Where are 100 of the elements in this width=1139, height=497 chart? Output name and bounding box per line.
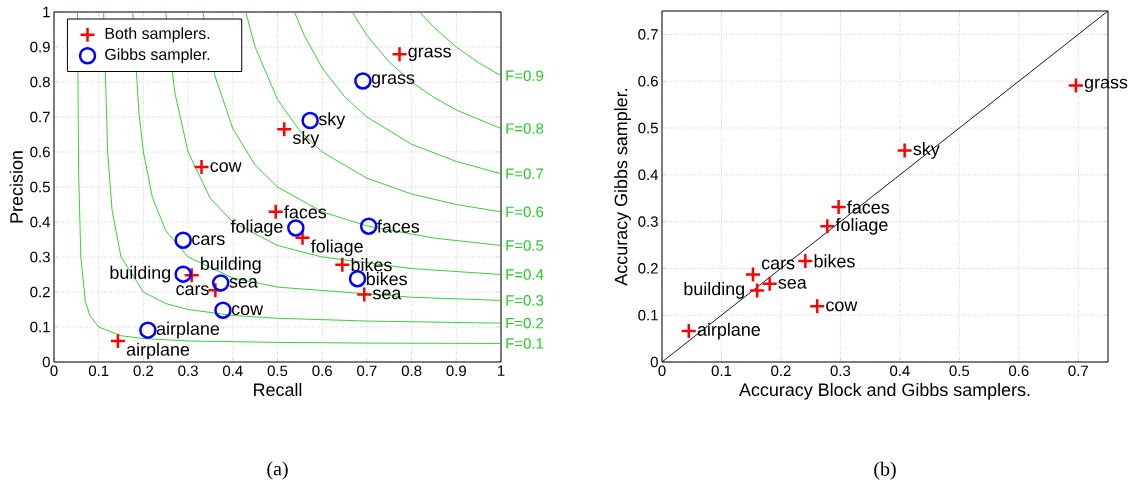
point xyxy=(1067,77,1085,94)
y-tick-label: 0.3 xyxy=(30,251,50,263)
annotation: sea xyxy=(229,277,258,288)
x-tick-label: 0.9 xyxy=(446,365,466,377)
point xyxy=(287,219,305,237)
annotation: foliage xyxy=(310,239,363,257)
annotation: sky xyxy=(292,130,320,148)
point xyxy=(355,286,373,303)
point xyxy=(109,332,127,350)
annotation: faces xyxy=(377,219,420,233)
point xyxy=(211,274,230,292)
annotation: sea xyxy=(372,289,402,300)
annotation: building xyxy=(201,256,261,274)
legend-label: Gibbs sampler. xyxy=(105,48,210,64)
series-label: F=0.3 xyxy=(506,295,544,306)
series-label: F=0.1 xyxy=(506,338,544,349)
y-tick-label: 0.2 xyxy=(30,286,50,298)
annotation: airplane xyxy=(126,342,190,360)
y-tick-label: 1 xyxy=(43,6,50,18)
point xyxy=(334,256,351,273)
annotation: cars xyxy=(176,285,209,296)
point xyxy=(819,218,836,235)
point xyxy=(748,282,766,299)
annotation: bikes xyxy=(366,272,407,286)
annotation: cow xyxy=(210,162,242,172)
y-tick-label: 0.5 xyxy=(638,122,658,134)
y-tick-label: 0.5 xyxy=(30,181,50,193)
y-tick-label: 0.9 xyxy=(30,41,50,53)
series-label: F=0.9 xyxy=(506,70,544,81)
y-tick-label: 0.2 xyxy=(638,263,658,274)
point xyxy=(214,301,232,319)
y-tick-label: 0.4 xyxy=(30,216,51,228)
point xyxy=(359,217,378,235)
line-series xyxy=(351,11,502,129)
x-tick-label: 0.1 xyxy=(711,365,732,377)
x-tick-label: 0.2 xyxy=(133,365,154,377)
x-axis-title: Recall xyxy=(254,382,302,397)
annotation: grass xyxy=(1084,78,1128,93)
text: (b) xyxy=(874,461,896,480)
series-label: F=0.2 xyxy=(506,317,544,329)
annotation: airplane xyxy=(156,321,220,339)
y-tick-label: 0.6 xyxy=(638,75,658,87)
x-axis-title: Accuracy Block and Gibbs samplers. xyxy=(739,382,1030,400)
point xyxy=(174,231,192,249)
x-tick-label: 0.2 xyxy=(771,365,791,377)
legend-label: Both samplers. xyxy=(105,27,210,43)
annotation: grass xyxy=(408,47,451,62)
annotation: grass xyxy=(371,74,415,88)
y-axis-title: Precision xyxy=(9,151,23,223)
series-label: F=0.5 xyxy=(506,240,544,251)
point xyxy=(275,121,293,138)
x-tick-label: 0.4 xyxy=(222,365,243,377)
annotation: sky xyxy=(318,112,346,129)
point xyxy=(294,229,311,246)
y-tick-label: 0.8 xyxy=(30,76,50,88)
x-tick-label: 0.1 xyxy=(88,365,109,377)
x-tick-label: 0.5 xyxy=(267,365,288,377)
x-tick-label: 0.7 xyxy=(357,365,377,377)
y-tick-label: 0.7 xyxy=(638,29,658,40)
annotation: sea xyxy=(778,278,807,289)
annotation: bikes xyxy=(351,258,392,272)
y-tick-label: 0 xyxy=(650,356,658,368)
annotation: airplane xyxy=(697,322,760,340)
series-label: F=0.6 xyxy=(506,206,544,218)
annotation: cars xyxy=(192,235,225,246)
x-tick-label: 0.3 xyxy=(830,365,851,377)
x-tick-label: 0.6 xyxy=(1009,365,1029,377)
point xyxy=(680,322,698,340)
series-label: F=0.8 xyxy=(506,123,544,134)
y-tick-label: 0.6 xyxy=(30,146,50,158)
series-label: F=0.4 xyxy=(506,269,544,280)
annotation: cow xyxy=(826,301,858,312)
annotation: foliage xyxy=(835,217,888,235)
x-tick-label: 0.4 xyxy=(890,365,910,377)
y-tick-label: 0.4 xyxy=(638,169,659,181)
y-axis-title: Accuracy Gibbs sampler. xyxy=(614,88,631,286)
point xyxy=(761,275,778,293)
series-label: F=0.7 xyxy=(506,168,544,179)
x-tick-label: 0.7 xyxy=(1068,365,1088,377)
line-series xyxy=(294,11,502,175)
x-tick-label: 0.3 xyxy=(178,365,198,377)
y-tick-label: 0 xyxy=(42,356,50,368)
y-tick-label: 0.3 xyxy=(638,216,658,227)
x-tick-label: 0.8 xyxy=(401,365,422,377)
x-tick-label: 1 xyxy=(497,365,505,376)
annotation: bikes xyxy=(814,254,855,268)
annotation: cow xyxy=(231,305,264,316)
point xyxy=(808,298,826,315)
annotation: building xyxy=(110,265,171,283)
point xyxy=(301,111,319,130)
point xyxy=(830,198,847,216)
annotation: building xyxy=(684,282,744,299)
point xyxy=(193,158,210,176)
point xyxy=(391,46,408,63)
point xyxy=(139,321,157,339)
y-tick-label: 0.1 xyxy=(30,321,50,333)
point xyxy=(896,142,913,159)
text: (a) xyxy=(267,461,288,480)
point xyxy=(354,72,372,90)
annotation: faces xyxy=(284,205,327,219)
